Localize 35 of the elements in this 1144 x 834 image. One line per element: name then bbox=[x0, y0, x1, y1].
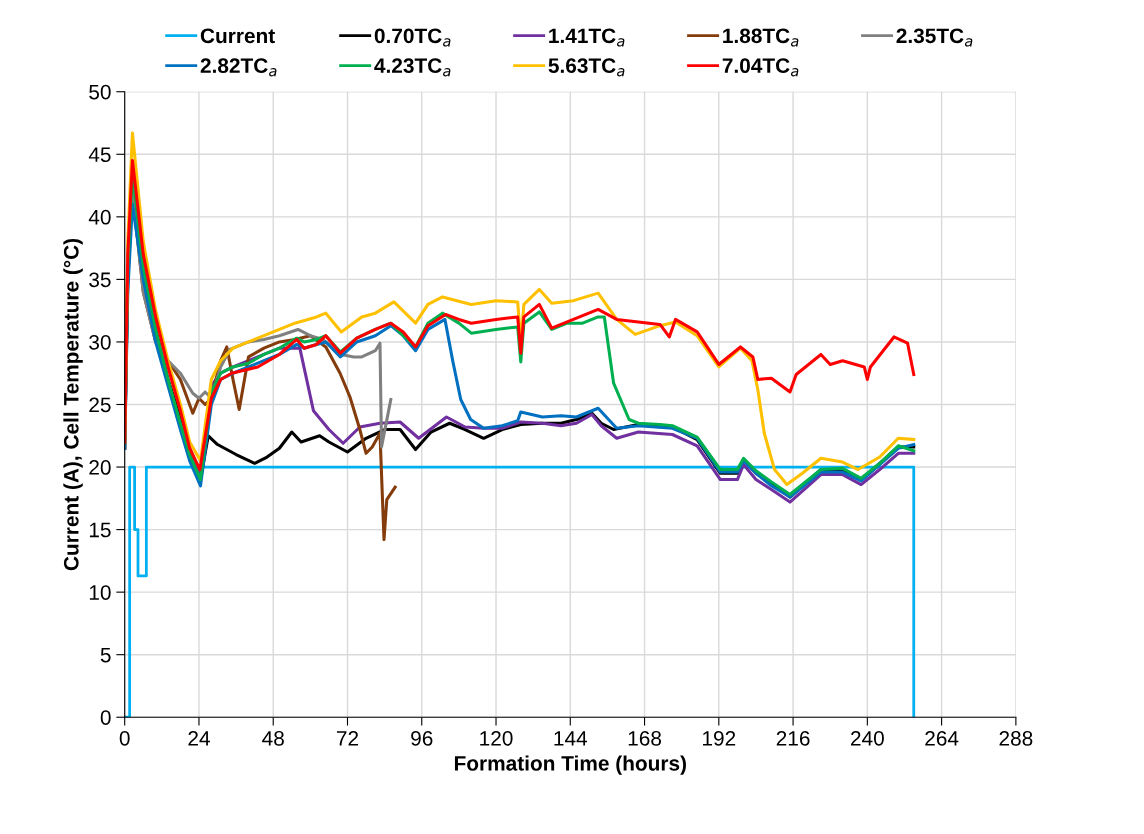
x-tick-label: 24 bbox=[188, 730, 210, 746]
y-tick-label: 10 bbox=[89, 585, 111, 600]
legend-label: 2.82TC$_{a}$ bbox=[200, 58, 277, 77]
y-tick-label: 50 bbox=[89, 84, 111, 100]
y-tick-label: 20 bbox=[89, 460, 111, 475]
y-tick-label: 35 bbox=[89, 272, 111, 288]
x-tick-label: 288 bbox=[999, 730, 1033, 746]
x-tick-label: 216 bbox=[776, 730, 810, 746]
x-tick-label: 192 bbox=[703, 730, 736, 746]
legend-label: 1.88TC$_{a}$ bbox=[723, 28, 799, 47]
legend-label: 4.23TC$_{a}$ bbox=[374, 58, 451, 77]
y-tick-label: 5 bbox=[100, 647, 111, 663]
x-tick-label: 0 bbox=[119, 730, 130, 746]
y-tick-label: 0 bbox=[100, 710, 111, 725]
legend-label: Current bbox=[200, 28, 275, 44]
x-tick-label: 240 bbox=[851, 730, 884, 746]
y-tick-label: 15 bbox=[89, 522, 111, 538]
y-tick-label: 40 bbox=[88, 209, 111, 225]
x-tick-label: 264 bbox=[925, 730, 959, 746]
legend-label: 5.63TC$_{a}$ bbox=[548, 58, 625, 77]
x-tick-label: 144 bbox=[554, 731, 588, 746]
x-tick-label: 72 bbox=[336, 730, 359, 746]
x-tick-label: 48 bbox=[262, 730, 284, 746]
y-tick-label: 30 bbox=[89, 334, 111, 350]
y-axis-title: Current (A), Cell Temperature (°C) bbox=[63, 238, 83, 571]
legend-label: 2.35TC$_{a}$ bbox=[896, 28, 973, 47]
legend-label: 7.04TC$_{a}$ bbox=[722, 58, 799, 77]
y-tick-label: 45 bbox=[88, 147, 111, 163]
y-tick-label: 25 bbox=[89, 397, 111, 413]
legend-label: 1.41TC$_{a}$ bbox=[549, 28, 625, 47]
x-axis-title: Formation Time (hours) bbox=[454, 755, 686, 775]
x-tick-label: 168 bbox=[628, 730, 662, 746]
x-tick-label: 96 bbox=[411, 730, 433, 746]
legend-label: 0.70TC$_{a}$ bbox=[374, 28, 451, 47]
x-tick-label: 120 bbox=[480, 730, 513, 746]
